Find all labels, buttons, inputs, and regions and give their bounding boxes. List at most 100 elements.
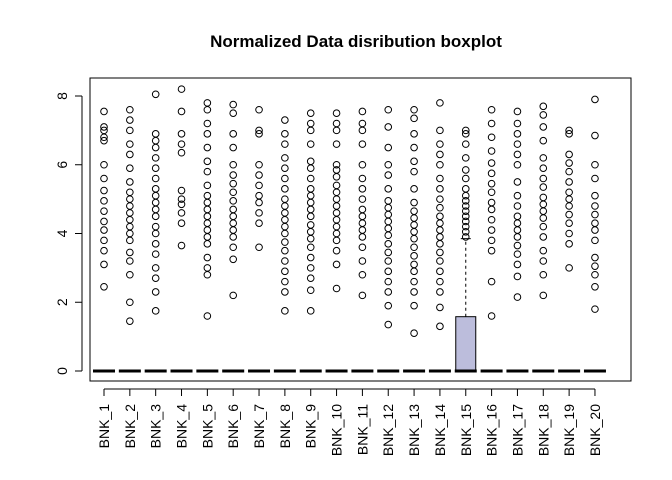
outlier-point	[513, 119, 522, 128]
outlier-point	[487, 147, 496, 155]
outlier-point	[384, 248, 393, 257]
outlier-point	[565, 188, 573, 197]
outlier-point	[358, 270, 367, 279]
x-tick-label: BNK_10	[329, 404, 345, 456]
outlier-point	[436, 277, 444, 286]
outlier-point	[410, 301, 418, 310]
outlier-point	[255, 181, 263, 190]
outlier-point	[513, 241, 522, 250]
outlier-point	[306, 253, 315, 262]
outlier-point	[126, 236, 134, 245]
outlier-point	[513, 250, 522, 258]
outlier-point	[100, 160, 108, 169]
outlier-point	[203, 312, 212, 320]
outlier-point	[151, 229, 160, 238]
outlier-point	[384, 277, 393, 286]
outlier-point	[306, 212, 315, 221]
outlier-point	[255, 171, 263, 179]
outlier-point	[358, 291, 367, 300]
outlier-point	[332, 260, 341, 269]
outlier-point	[306, 264, 315, 272]
outlier-point	[100, 186, 108, 195]
outlier-point	[565, 210, 573, 219]
outlier-point	[384, 231, 393, 240]
outlier-point	[177, 140, 186, 148]
outlier-point	[100, 207, 108, 215]
outlier-point	[591, 253, 599, 262]
outlier-point	[384, 257, 393, 265]
outlier-point	[565, 130, 573, 138]
outlier-point	[513, 202, 522, 210]
outlier-point	[461, 212, 470, 221]
outlier-point	[461, 140, 470, 148]
outlier-point	[281, 185, 289, 193]
x-tick-label: BNK_6	[225, 404, 241, 449]
outlier-point	[487, 312, 496, 320]
outlier-point	[151, 191, 160, 200]
outlier-point	[591, 191, 599, 200]
outlier-point	[436, 233, 444, 241]
outlier-point	[255, 160, 263, 169]
outlier-point	[436, 303, 444, 312]
outlier-point	[255, 126, 263, 135]
outlier-point	[281, 116, 289, 124]
outlier-point	[410, 167, 418, 176]
outlier-point	[229, 188, 237, 197]
outlier-point	[126, 317, 134, 325]
x-tick-label: BNK_8	[277, 404, 293, 449]
x-tick-label: BNK_15	[458, 404, 474, 456]
outlier-point	[255, 209, 263, 217]
outlier-point	[332, 160, 341, 169]
outlier-point	[151, 90, 160, 99]
outlier-point	[229, 197, 237, 205]
outlier-point	[229, 179, 237, 188]
outlier-point	[565, 178, 573, 186]
outlier-point	[513, 212, 522, 221]
outlier-point	[281, 202, 289, 210]
outlier-point	[126, 202, 134, 210]
outlier-point	[100, 107, 108, 116]
outlier-point	[539, 154, 548, 162]
x-tick-label: BNK_11	[354, 404, 370, 455]
box-BNK_19	[558, 126, 581, 373]
outlier-point	[177, 186, 186, 195]
outlier-point	[229, 143, 237, 152]
outlier-point	[487, 226, 496, 234]
outlier-point	[126, 188, 134, 197]
outlier-point	[151, 205, 160, 214]
outlier-point	[436, 219, 444, 227]
outlier-point	[513, 233, 522, 241]
outlier-point	[306, 234, 315, 243]
box-BNK_11	[351, 107, 374, 373]
outlier-point	[461, 185, 470, 193]
x-tick-label: BNK_20	[587, 404, 603, 456]
outlier-point	[410, 227, 418, 236]
outlier-point	[126, 164, 134, 172]
outlier-point	[126, 126, 134, 135]
outlier-point	[539, 193, 548, 202]
outlier-point	[436, 174, 444, 183]
outlier-point	[513, 219, 522, 227]
box-BNK_10	[325, 109, 348, 373]
outlier-point	[410, 243, 418, 252]
outlier-point	[539, 174, 548, 183]
outlier-point	[539, 233, 548, 241]
outlier-point	[126, 116, 134, 124]
outlier-point	[203, 226, 212, 234]
box-BNK_6	[222, 100, 245, 373]
outlier-point	[461, 126, 470, 135]
outlier-point	[126, 209, 134, 217]
outlier-point	[255, 219, 263, 227]
outlier-point	[384, 143, 393, 152]
outlier-point	[203, 270, 212, 279]
box-BNK_3	[144, 90, 167, 373]
outlier-point	[151, 136, 160, 145]
outlier-point	[281, 140, 289, 148]
outlier-point	[539, 214, 548, 222]
outlier-point	[539, 270, 548, 279]
outlier-point	[126, 215, 134, 224]
outlier-point	[229, 205, 237, 214]
outlier-point	[384, 160, 393, 169]
outlier-point	[461, 202, 470, 210]
